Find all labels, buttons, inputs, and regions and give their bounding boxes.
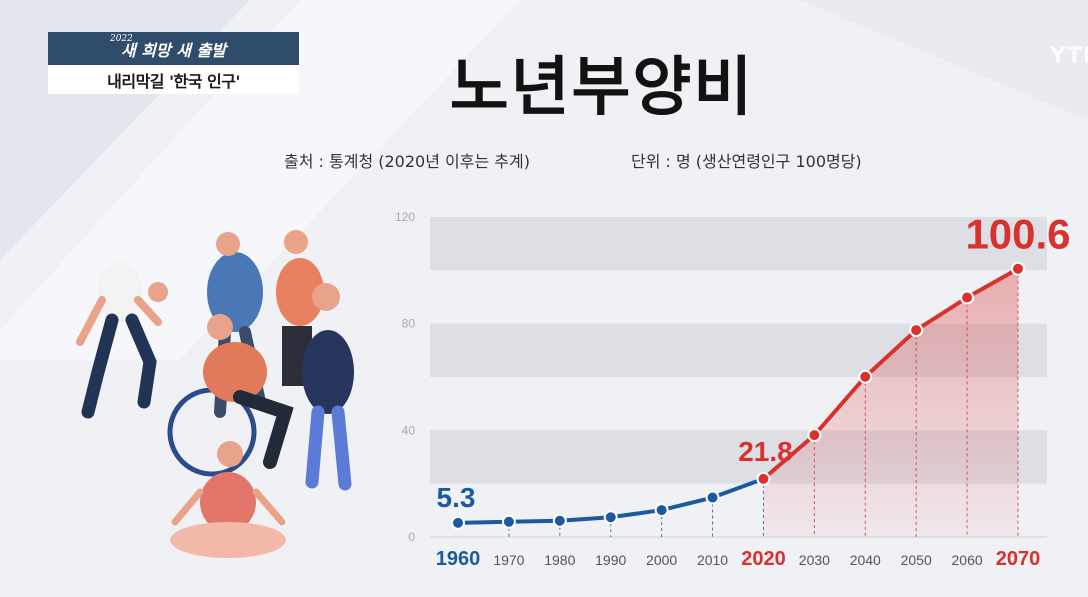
data-label: 100.6 [965,211,1070,258]
x-tick-label: 2030 [799,552,830,568]
data-point [656,504,668,516]
y-tick-label: 120 [395,210,415,224]
data-label: 5.3 [437,482,476,513]
x-tick-label: 1970 [493,552,524,568]
data-point [554,515,566,527]
x-tick-label: 2010 [697,552,728,568]
data-point [808,429,820,441]
data-point [757,473,769,485]
data-point [605,511,617,523]
data-point [452,517,464,529]
x-tick-label: 2040 [850,552,881,568]
y-tick-label: 40 [402,423,416,437]
x-tick-label: 1960 [436,548,481,570]
y-tick-label: 0 [408,530,415,544]
data-label: 21.8 [738,436,793,467]
x-tick-label: 2020 [741,548,786,570]
projection-area [763,269,1018,537]
grid-band [430,217,1047,270]
x-tick-label: 1990 [595,552,626,568]
x-tick-label: 2050 [901,552,932,568]
data-point [859,371,871,383]
data-point [707,492,719,504]
data-point [1012,263,1024,275]
x-tick-label: 2000 [646,552,677,568]
data-point [910,324,922,336]
x-tick-label: 2060 [952,552,983,568]
x-tick-label: 1980 [544,552,575,568]
x-tick-label: 2070 [996,548,1041,570]
data-point [961,292,973,304]
y-tick-label: 80 [402,317,416,331]
data-point [503,516,515,528]
